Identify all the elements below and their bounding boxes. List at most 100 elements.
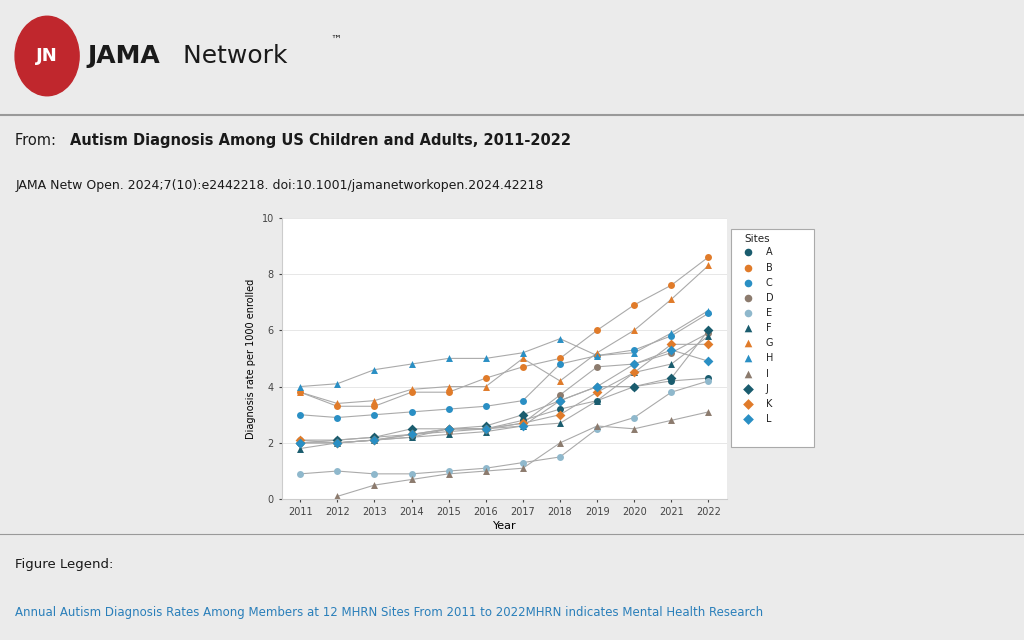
Point (626, 412, 642, 422)
Point (329, 438, 345, 448)
Point (626, 367, 642, 378)
Text: Autism Diagnosis Among US Children and Adults, 2011-2022: Autism Diagnosis Among US Children and A… (70, 132, 570, 148)
Point (329, 438, 345, 448)
Point (740, 383, 757, 394)
Point (552, 396, 568, 406)
Point (477, 401, 494, 412)
Point (664, 359, 680, 369)
Point (367, 432, 383, 442)
Point (403, 424, 420, 434)
Point (515, 348, 531, 358)
Point (700, 339, 717, 349)
Point (740, 292, 757, 303)
Point (552, 404, 568, 414)
Point (626, 359, 642, 369)
Point (367, 401, 383, 412)
Point (552, 438, 568, 448)
Point (740, 262, 757, 273)
Point (403, 429, 420, 440)
Point (292, 438, 308, 448)
Point (403, 429, 420, 440)
Point (292, 444, 308, 454)
Text: L: L (766, 414, 771, 424)
Point (664, 348, 680, 358)
Point (477, 424, 494, 434)
Point (329, 412, 345, 422)
Point (589, 424, 605, 434)
Point (589, 396, 605, 406)
Text: Figure Legend:: Figure Legend: (15, 557, 114, 571)
Point (552, 396, 568, 406)
Text: H: H (766, 353, 773, 364)
Point (440, 424, 457, 434)
Point (440, 424, 457, 434)
Point (329, 435, 345, 445)
Point (367, 410, 383, 420)
Point (589, 396, 605, 406)
Point (367, 396, 383, 406)
Point (552, 390, 568, 400)
Point (700, 356, 717, 366)
Point (515, 418, 531, 428)
Point (626, 325, 642, 335)
Point (477, 421, 494, 431)
Point (552, 410, 568, 420)
Point (740, 414, 757, 424)
Point (329, 435, 345, 445)
Point (700, 260, 717, 271)
Point (477, 353, 494, 364)
Point (700, 325, 717, 335)
Y-axis label: Diagnosis rate per 1000 enrolled: Diagnosis rate per 1000 enrolled (246, 278, 256, 438)
Point (552, 452, 568, 462)
Point (515, 396, 531, 406)
Text: C: C (766, 278, 772, 288)
Point (292, 410, 308, 420)
Point (515, 421, 531, 431)
Point (367, 435, 383, 445)
Point (740, 353, 757, 364)
Point (367, 432, 383, 442)
Point (292, 435, 308, 445)
Point (477, 424, 494, 434)
Point (477, 381, 494, 392)
Point (515, 415, 531, 426)
Text: From:: From: (15, 132, 61, 148)
Point (292, 435, 308, 445)
Point (589, 325, 605, 335)
Point (515, 362, 531, 372)
Text: A: A (766, 248, 772, 257)
Point (329, 438, 345, 448)
Point (515, 458, 531, 468)
Point (626, 367, 642, 378)
Point (403, 432, 420, 442)
Point (740, 399, 757, 409)
Point (515, 463, 531, 474)
Point (403, 468, 420, 479)
Point (589, 351, 605, 361)
Point (440, 404, 457, 414)
Point (292, 468, 308, 479)
Point (552, 376, 568, 386)
Point (626, 348, 642, 358)
Point (292, 438, 308, 448)
Point (700, 376, 717, 386)
Point (700, 328, 717, 338)
Point (329, 398, 345, 408)
Point (664, 387, 680, 397)
Point (700, 331, 717, 341)
Text: JAMA Netw Open. 2024;7(10):e2442218. doi:10.1001/jamanetworkopen.2024.42218: JAMA Netw Open. 2024;7(10):e2442218. doi… (15, 179, 544, 191)
Point (292, 381, 308, 392)
Point (626, 381, 642, 392)
Point (515, 353, 531, 364)
Point (477, 463, 494, 474)
Point (329, 438, 345, 448)
Point (292, 387, 308, 397)
Point (700, 305, 717, 316)
Point (367, 435, 383, 445)
Point (740, 278, 757, 288)
Point (329, 492, 345, 502)
Point (589, 381, 605, 392)
Point (292, 387, 308, 397)
Point (589, 387, 605, 397)
Text: G: G (766, 339, 773, 348)
